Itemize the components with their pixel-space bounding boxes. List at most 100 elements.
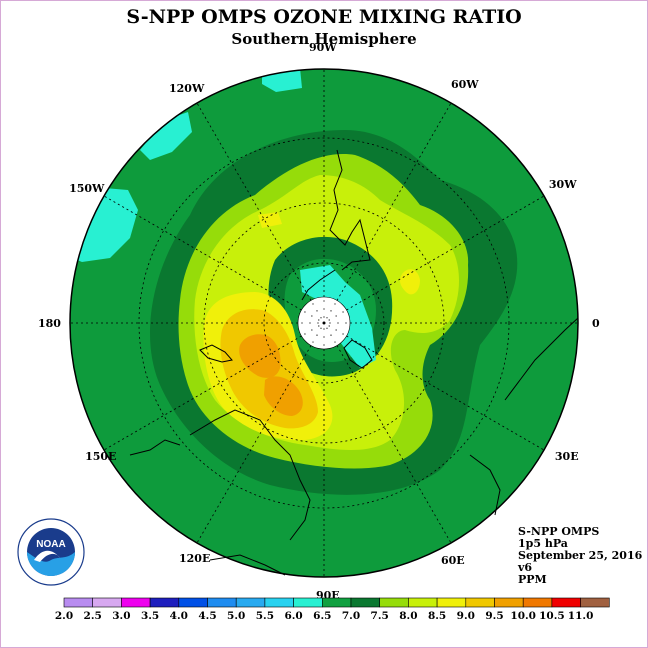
colorbar-swatch <box>551 597 581 608</box>
antarctic-coast <box>343 339 373 369</box>
colorbar-label: 10.5 <box>539 610 565 622</box>
pole-dot <box>304 333 306 335</box>
pole-dot <box>312 341 314 343</box>
meridian-line <box>103 335 302 451</box>
contour-9.0-9.5 <box>239 334 281 378</box>
meridians <box>70 69 578 577</box>
colorbar-swatch <box>178 597 208 608</box>
meridian-line <box>336 345 452 544</box>
pole-dot <box>323 300 325 302</box>
pole-dot <box>311 315 313 317</box>
colorbar-label: 9.0 <box>457 610 475 622</box>
south-america-coast <box>329 149 371 271</box>
pole-dot <box>318 325 320 327</box>
longitude-label: 30E <box>555 450 579 463</box>
australia-coast <box>189 409 311 541</box>
info-date: September 25, 2016 <box>518 549 643 562</box>
map-title: S-NPP OMPS OZONE MIXING RATIO <box>126 6 522 28</box>
colorbar-swatch <box>580 597 610 608</box>
colorbar-swatch <box>235 597 266 608</box>
pole-dot <box>334 341 336 343</box>
pole-dot <box>326 327 328 329</box>
noaa-logo: NOAA <box>17 518 85 586</box>
meridian-line <box>196 345 312 544</box>
colorbar-label: 7.5 <box>371 610 389 622</box>
island-coast <box>129 439 181 456</box>
pole-dot <box>335 329 337 331</box>
pole-dot <box>317 322 319 324</box>
coastlines <box>129 149 579 576</box>
pole-dot <box>320 327 322 329</box>
latitude-circles <box>138 137 510 509</box>
longitude-label: 120W <box>169 82 205 95</box>
pole-dot <box>309 322 311 324</box>
colorbar-label: 5.0 <box>227 610 245 622</box>
pole-dot <box>318 319 320 321</box>
colorbar-label: 4.5 <box>198 610 216 622</box>
info-block: S-NPP OMPS 1p5 hPa September 25, 2016 v6… <box>518 526 642 586</box>
colorbar-label: 8.5 <box>428 610 446 622</box>
pole-dot <box>326 317 328 319</box>
meridian-line <box>103 195 302 311</box>
colorbar-label: 4.0 <box>170 610 188 622</box>
colorbar-swatch <box>149 597 180 608</box>
colorbar-label: 7.0 <box>342 610 360 622</box>
colorbar-swatch <box>121 597 151 608</box>
map-boundary <box>69 68 579 578</box>
colorbar-label: 11.0 <box>568 610 594 622</box>
antarctic-peninsula <box>301 269 336 301</box>
meridian-line <box>336 102 452 301</box>
pole-dot <box>328 319 330 321</box>
pole-dot <box>316 310 318 312</box>
pole-dot <box>323 336 325 338</box>
colorbar-label: 6.5 <box>313 610 331 622</box>
colorbar-swatch <box>92 597 122 608</box>
pole-dot <box>345 322 347 324</box>
colorbar-swatch <box>63 597 94 608</box>
yellow-patch <box>258 212 282 228</box>
pole-dot <box>334 303 336 305</box>
colorbar-label: 2.5 <box>84 610 102 622</box>
pole-dot <box>304 311 306 313</box>
meridian-line <box>346 195 545 311</box>
longitude-label: 0 <box>592 317 600 330</box>
pole-grid <box>301 300 347 346</box>
map-subtitle: Southern Hemisphere <box>231 30 417 48</box>
longitude-label: 120E <box>179 552 210 565</box>
longitude-label: 180 <box>38 317 61 330</box>
info-version: v6 <box>518 561 533 574</box>
pole-dot <box>342 333 344 335</box>
pole-dot <box>323 308 325 310</box>
info-level: 1p5 hPa <box>518 537 568 550</box>
colorbar: 2.0 2.5 3.0 3.5 4.0 4.5 5.0 5.5 6.0 6.5 7.0 7.5 8.0 8… <box>55 597 610 622</box>
pole-dot <box>342 311 344 313</box>
colorbar-label: 8.0 <box>399 610 417 622</box>
madagascar-coast <box>469 454 501 516</box>
colorbar-swatch <box>264 597 294 608</box>
pole-dot <box>337 322 339 324</box>
meridian-line <box>346 335 545 451</box>
meridian-line <box>196 102 312 301</box>
pole-dot <box>328 325 330 327</box>
longitude-label: 60W <box>451 78 479 91</box>
longitude-label: 150W <box>69 182 105 195</box>
colorbar-label: 10.0 <box>510 610 536 622</box>
colorbar-swatch <box>522 597 553 608</box>
pole-dot <box>323 344 325 346</box>
contour-9.0-9.5 <box>264 376 303 416</box>
noaa-logo-text: NOAA <box>36 539 65 550</box>
pole-dot <box>316 334 318 336</box>
new-zealand-coast <box>199 344 233 363</box>
colorbar-swatch <box>207 597 237 608</box>
pole-dot <box>335 315 337 317</box>
pole-dot <box>312 303 314 305</box>
longitude-label: 30W <box>549 178 577 191</box>
pole-dot <box>301 322 303 324</box>
colorbar-swatch <box>293 597 323 608</box>
pole-dot <box>329 322 331 324</box>
colorbar-swatch <box>436 597 467 608</box>
colorbar-label: 2.0 <box>55 610 73 622</box>
longitude-label: 150E <box>85 450 116 463</box>
pole-dot <box>323 316 325 318</box>
